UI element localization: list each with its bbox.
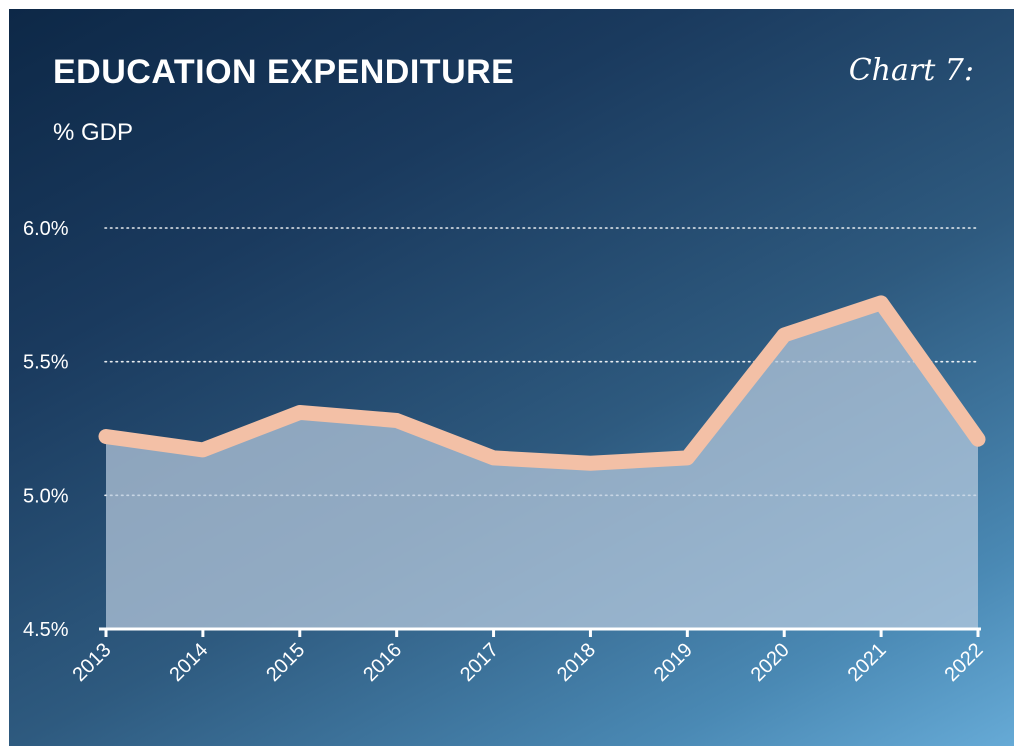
x-axis [99,627,981,637]
x-tick-label: 2020 [747,639,794,686]
x-tick-label: 2021 [844,639,891,686]
x-tick-label: 2018 [553,639,600,686]
area-chart: 4.5% 5.0% 5.5% 6.0% 2013 2014 2015 2016 2017 2018… [23,218,988,686]
x-tick-label: 2019 [650,639,697,686]
chart-number: Chart 7: [848,53,974,88]
chart-panel: EDUCATION EXPENDITURE Chart 7: % GDP 4.5… [9,9,1014,746]
line-layer [98,295,986,471]
y-tick-label: 6.0% [23,218,69,240]
y-tick-label: 5.5% [23,352,69,374]
chart-title: EDUCATION EXPENDITURE [53,53,515,91]
y-tick-label: 4.5% [23,619,69,641]
y-axis-unit-label: % GDP [53,119,134,146]
series-line [98,295,986,471]
x-tick-label: 2016 [359,639,406,686]
y-tick-label: 5.0% [23,485,69,507]
x-tick-label: 2014 [165,639,212,686]
x-tick-label: 2013 [69,639,116,686]
x-tick-label: 2022 [941,639,988,686]
x-tick-label: 2017 [456,639,503,686]
x-tick-label: 2015 [262,639,309,686]
